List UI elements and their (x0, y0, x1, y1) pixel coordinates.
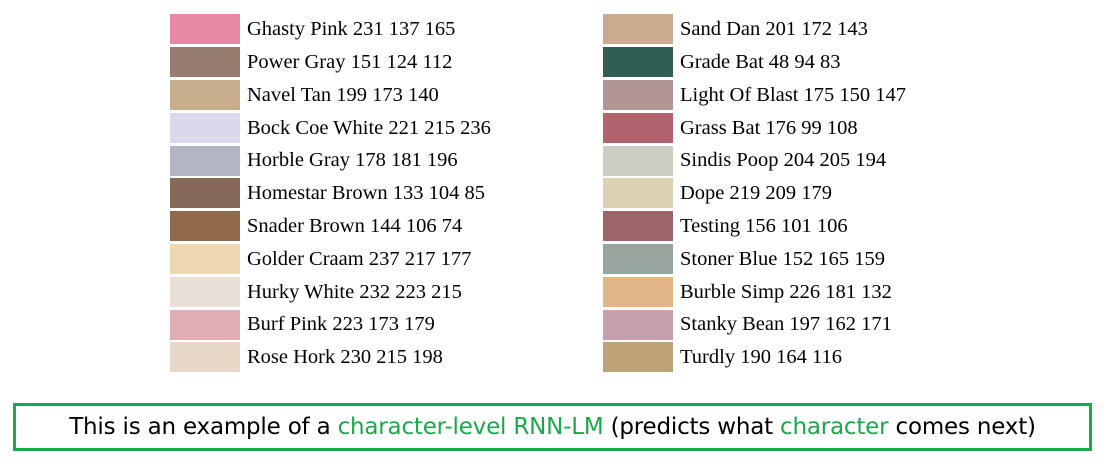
color-swatch (603, 112, 673, 143)
color-label: Testing 156 101 106 (680, 214, 848, 237)
color-list-item: Stoner Blue 152 165 159 (603, 243, 906, 276)
caption-part-2: (predicts what (603, 414, 781, 440)
color-label: Burf Pink 223 173 179 (247, 313, 435, 336)
color-swatch (603, 79, 673, 110)
color-list-item: Grade Bat 48 94 83 (603, 46, 906, 79)
color-list-item: Sindis Poop 204 205 194 (603, 144, 906, 177)
color-list-item: Golder Craam 237 217 177 (170, 243, 491, 276)
caption-part-3: comes next) (888, 414, 1036, 440)
color-list-item: Hurky White 232 223 215 (170, 275, 491, 308)
color-swatch (603, 342, 673, 373)
caption-box: This is an example of a character-level … (13, 403, 1092, 451)
color-list-item: Light Of Blast 175 150 147 (603, 79, 906, 112)
color-list-right: Sand Dan 201 172 143 Grade Bat 48 94 83 Li… (603, 13, 906, 374)
color-swatch (170, 14, 240, 45)
color-list-item: Sand Dan 201 172 143 (603, 13, 906, 46)
color-list-item: Ghasty Pink 231 137 165 (170, 13, 491, 46)
color-list-item: Stanky Bean 197 162 171 (603, 308, 906, 341)
color-swatch (170, 145, 240, 176)
color-swatch (170, 276, 240, 307)
color-label: Burble Simp 226 181 132 (680, 280, 892, 303)
color-list-item: Grass Bat 176 99 108 (603, 111, 906, 144)
color-swatch (170, 309, 240, 340)
color-label: Rose Hork 230 215 198 (247, 346, 443, 369)
color-list-item: Power Gray 151 124 112 (170, 46, 491, 79)
color-label: Stanky Bean 197 162 171 (680, 313, 892, 336)
color-label: Horble Gray 178 181 196 (247, 149, 458, 172)
color-swatch (170, 47, 240, 78)
caption-highlight-rnn-lm: character-level RNN-LM (337, 414, 604, 440)
color-list-item: Burble Simp 226 181 132 (603, 275, 906, 308)
color-label: Homestar Brown 133 104 85 (247, 182, 486, 205)
color-swatch (170, 112, 240, 143)
color-swatch (603, 243, 673, 274)
caption-text: This is an example of a character-level … (69, 414, 1036, 440)
color-swatch (170, 79, 240, 110)
color-list-left: Ghasty Pink 231 137 165 Power Gray 151 12… (170, 13, 491, 374)
color-list-item: Burf Pink 223 173 179 (170, 308, 491, 341)
color-label: Grade Bat 48 94 83 (680, 50, 841, 73)
color-swatch (603, 14, 673, 45)
color-label: Sindis Poop 204 205 194 (680, 149, 887, 172)
color-list-item: Homestar Brown 133 104 85 (170, 177, 491, 210)
caption-highlight-character: character (780, 414, 889, 440)
color-swatch (603, 47, 673, 78)
color-swatch (603, 178, 673, 209)
color-swatch (603, 211, 673, 242)
color-swatch (603, 309, 673, 340)
color-label: Turdly 190 164 116 (680, 346, 842, 369)
color-list-item: Bock Coe White 221 215 236 (170, 111, 491, 144)
color-label: Bock Coe White 221 215 236 (247, 116, 491, 139)
caption-part-1: This is an example of a (69, 414, 338, 440)
color-list-item: Navel Tan 199 173 140 (170, 79, 491, 112)
color-swatch (170, 178, 240, 209)
color-swatch (170, 211, 240, 242)
color-label: Power Gray 151 124 112 (247, 50, 453, 73)
color-swatch (603, 276, 673, 307)
color-list-item: Rose Hork 230 215 198 (170, 341, 491, 374)
color-list-item: Horble Gray 178 181 196 (170, 144, 491, 177)
color-label: Dope 219 209 179 (680, 182, 833, 205)
color-label: Golder Craam 237 217 177 (247, 247, 472, 270)
color-label: Ghasty Pink 231 137 165 (247, 18, 456, 41)
color-label: Snader Brown 144 106 74 (247, 214, 463, 237)
color-list-item: Turdly 190 164 116 (603, 341, 906, 374)
color-swatch (170, 342, 240, 373)
color-swatch (603, 145, 673, 176)
color-label: Grass Bat 176 99 108 (680, 116, 858, 139)
color-list-item: Snader Brown 144 106 74 (170, 210, 491, 243)
color-list-item: Testing 156 101 106 (603, 210, 906, 243)
color-swatch (170, 243, 240, 274)
color-label: Stoner Blue 152 165 159 (680, 247, 885, 270)
color-label: Light Of Blast 175 150 147 (680, 83, 907, 106)
color-label: Navel Tan 199 173 140 (247, 83, 439, 106)
color-label: Sand Dan 201 172 143 (680, 18, 868, 41)
color-list-item: Dope 219 209 179 (603, 177, 906, 210)
color-label: Hurky White 232 223 215 (247, 280, 462, 303)
